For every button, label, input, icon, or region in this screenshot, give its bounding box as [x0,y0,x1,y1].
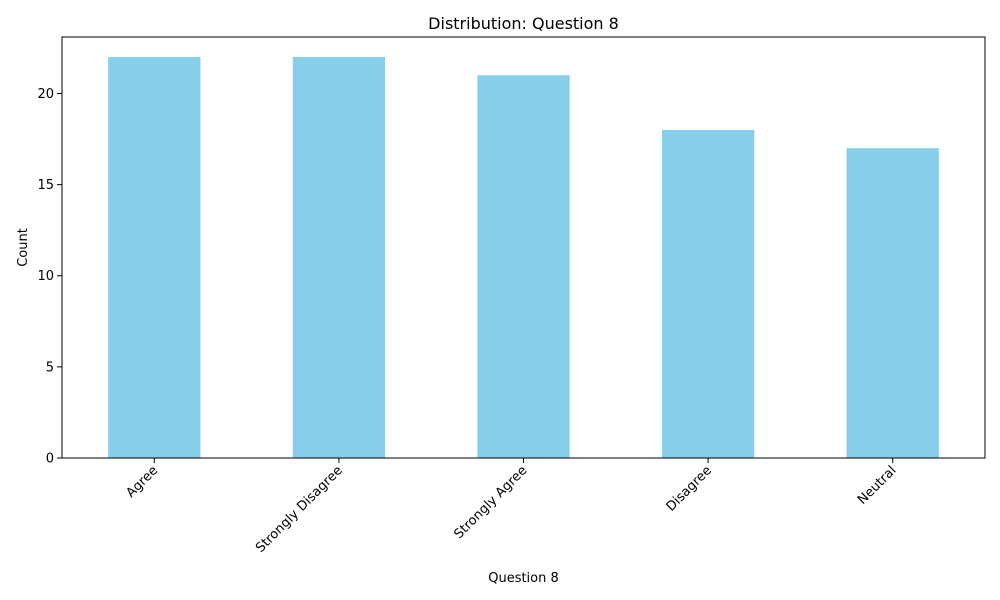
x-tick-label: Strongly Agree [451,463,530,542]
x-tick-label: Disagree [664,463,715,514]
y-tick-label: 20 [37,87,54,102]
x-tick-label: Strongly Disagree [253,463,346,556]
bar-disagree [661,129,755,458]
x-axis-label: Question 8 [488,571,559,586]
x-tick-label: Agree [124,463,162,501]
chart-title: Distribution: Question 8 [428,14,619,33]
bar-agree [108,57,201,459]
y-tick-label: 5 [46,360,54,375]
y-axis-label: Count [16,228,31,267]
bar-strongly-disagree [292,57,386,459]
bars-group [108,57,939,459]
bar-strongly-agree [477,75,570,459]
x-axis-ticks: Agree Strongly Disagree Strongly Agree Disa… [124,458,900,556]
bar-neutral [846,148,939,459]
y-tick-label: 10 [37,269,54,284]
y-tick-label: 0 [46,452,54,467]
y-tick-label: 15 [37,178,54,193]
x-tick-label: Neutral [855,463,900,508]
y-axis-ticks: 0 5 10 15 20 [37,87,62,467]
plot-frame [61,36,986,459]
